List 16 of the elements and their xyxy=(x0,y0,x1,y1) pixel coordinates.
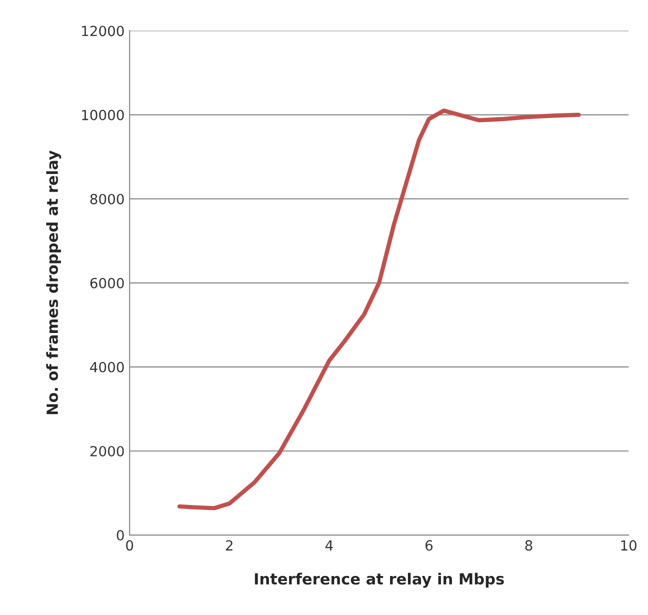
y-axis-title: No. of frames dropped at relay xyxy=(46,150,62,414)
x-tick-label: 4 xyxy=(325,540,333,550)
x-tick-label: 0 xyxy=(126,540,134,551)
line-series xyxy=(177,108,581,510)
y-tick-label: 4000 xyxy=(90,362,124,372)
x-tick-label: 10 xyxy=(621,540,636,551)
x-tick-label: 8 xyxy=(525,540,532,551)
x-tick-label: 2 xyxy=(226,540,232,550)
y-tick-label: 2000 xyxy=(90,446,124,456)
y-tick-label: 6000 xyxy=(90,278,124,288)
y-tick-label: 0 xyxy=(116,530,124,541)
y-tick-label: 8000 xyxy=(90,194,124,204)
x-tick-label: 6 xyxy=(426,540,433,551)
y-tick-label: 10000 xyxy=(82,110,124,120)
y-tick-label: 12000 xyxy=(82,26,124,36)
x-axis-title: Interference at relay in Mbps xyxy=(254,572,504,588)
